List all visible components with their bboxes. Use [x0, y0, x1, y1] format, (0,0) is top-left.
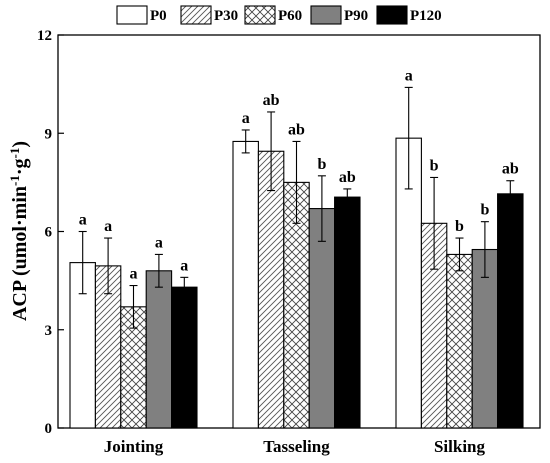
legend-swatch-p30	[180, 5, 212, 25]
y-tick-label: 3	[45, 323, 53, 339]
legend-swatch-p60	[244, 5, 276, 25]
significance-label: b	[455, 218, 464, 235]
legend-swatch-p120	[376, 5, 408, 25]
category-label-silking: Silking	[434, 437, 486, 456]
y-tick-label: 0	[45, 421, 53, 437]
category-label-tasseling: Tasseling	[263, 437, 330, 456]
legend-swatch-p0	[116, 5, 148, 25]
legend-label-p90: P90	[344, 8, 368, 24]
y-axis-title: ACP (umol·min-1·g-1)	[7, 141, 31, 321]
legend-label-p0: P0	[150, 8, 167, 24]
significance-label: a	[130, 266, 138, 283]
x-axis-categories: Jointing Tasseling Silking	[104, 437, 486, 456]
significance-label: ab	[339, 169, 356, 186]
y-tick-label: 9	[45, 126, 53, 142]
bar-p30-tasseling	[257, 150, 285, 429]
significance-label: a	[242, 110, 250, 127]
bar-p90-jointing	[145, 270, 173, 429]
bar-p120-jointing	[171, 286, 198, 429]
significance-label: b	[317, 156, 326, 173]
y-axis-title-end: )	[9, 141, 31, 148]
y-axis-title-main: ACP (umol·min	[9, 186, 31, 321]
significance-label: a	[155, 234, 163, 251]
significance-label: a	[104, 218, 112, 235]
error-bars	[78, 86, 515, 329]
significance-label: ab	[263, 92, 280, 109]
significance-label: b	[430, 157, 439, 174]
y-axis-title-sup2: -1	[7, 148, 22, 159]
significance-label: ab	[288, 121, 305, 138]
significance-label: a	[405, 67, 413, 84]
bar-p0-tasseling	[232, 140, 259, 429]
significance-label: a	[180, 257, 188, 274]
category-label-jointing: Jointing	[104, 437, 164, 456]
y-axis-ticks: 0 3 6 9 12	[37, 28, 64, 437]
bar-p60-silking	[446, 253, 473, 429]
bar-p90-silking	[471, 248, 499, 429]
y-tick-label: 12	[37, 28, 52, 44]
bar-p120-silking	[497, 193, 524, 429]
legend-label-p30: P30	[214, 8, 238, 24]
significance-label: a	[79, 212, 87, 229]
bar-p120-tasseling	[334, 196, 361, 429]
legend-swatch-p90	[310, 5, 342, 25]
legend: P0 P30 P60 P90 P120	[116, 5, 442, 25]
significance-label: ab	[502, 161, 519, 178]
legend-label-p120: P120	[410, 8, 442, 24]
y-axis-title-sup1: -1	[7, 175, 22, 186]
legend-label-p60: P60	[278, 8, 302, 24]
y-tick-label: 6	[45, 225, 53, 241]
significance-label: b	[480, 202, 489, 219]
y-axis-title-mid: ·g	[9, 158, 31, 175]
